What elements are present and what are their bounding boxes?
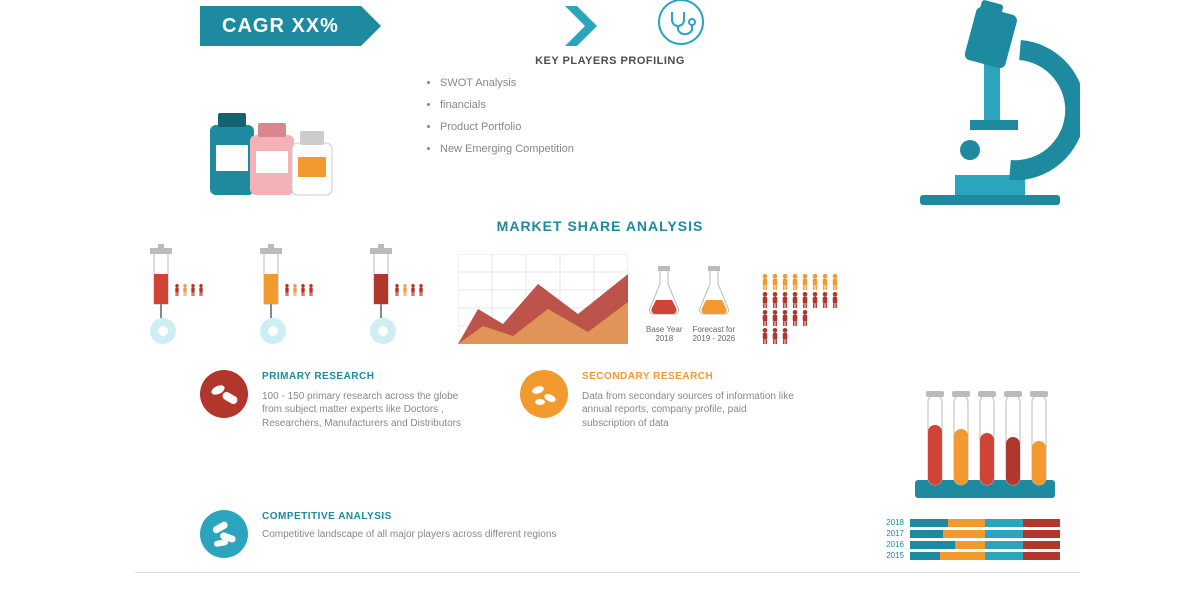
cagr-label: CAGR XX% [200,6,361,46]
people-row [761,310,839,326]
secondary-research: SECONDARY RESEARCH Data from secondary s… [520,370,800,430]
market-share-row: Base Year2018 Forecast for2019 - 2026 [140,244,1080,344]
medicine-bottles-icon [200,95,350,205]
circle-icon [258,316,288,346]
pills-icon [200,510,248,558]
pills-icon [200,370,248,418]
market-share-title: MARKET SHARE ANALYSIS [0,218,1200,234]
flask-legend: Base Year2018 Forecast for2019 - 2026 [646,266,735,344]
key-players-section: KEY PLAYERS PROFILING SWOT Analysis fina… [200,55,900,215]
stacked-bar [910,530,1060,538]
people-grid [761,274,839,344]
competitive-analysis: COMPETITIVE ANALYSIS Competitive landsca… [200,510,740,558]
section-body: 100 - 150 primary research across the gl… [262,390,480,431]
key-players-list: SWOT Analysis financials Product Portfol… [440,77,900,155]
year-label: 2016 [886,540,904,549]
stacked-bar [910,541,1060,549]
section-title: PRIMARY RESEARCH [262,370,480,384]
flask-icon [697,266,731,316]
circle-icon [368,316,398,346]
year-label: 2018 [886,518,904,527]
section-body: Data from secondary sources of informati… [582,390,800,431]
year-bar-row: 2016 [886,540,1060,549]
stacked-bar [910,519,1060,527]
flask-label: Base Year2018 [646,325,682,344]
year-label: 2015 [886,551,904,560]
key-players-title: KEY PLAYERS PROFILING [320,55,900,67]
year-bars: 2018 2017 2016 2015 [886,518,1060,562]
divider [135,572,1080,573]
section-title: COMPETITIVE ANALYSIS [262,510,556,524]
pills-icon [520,370,568,418]
year-bar-row: 2018 [886,518,1060,527]
stethoscope-icon [657,0,705,46]
year-bar-row: 2015 [886,551,1060,560]
syringe-group [140,244,440,344]
year-label: 2017 [886,529,904,538]
flask-icon [647,266,681,316]
area-chart [458,254,628,344]
section-title: SECONDARY RESEARCH [582,370,800,384]
list-item: SWOT Analysis [440,77,900,89]
stacked-bar [910,552,1060,560]
chevron-right-icon [565,6,615,46]
list-item: Product Portfolio [440,121,900,133]
flask-item: Forecast for2019 - 2026 [692,266,735,344]
circle-icon [148,316,178,346]
primary-research: PRIMARY RESEARCH 100 - 150 primary resea… [200,370,480,430]
syringe-unit [360,244,440,344]
test-tubes-icon [910,385,1060,505]
test-tubes [910,385,1060,510]
microscope-icon [900,0,1080,210]
infographic-canvas: CAGR XX% KEY PLAYERS PROFILING SWOT Anal… [0,0,1200,600]
people-row [761,328,839,344]
flask-label: Forecast for2019 - 2026 [692,325,735,344]
list-item: New Emerging Competition [440,143,900,155]
cagr-banner: CAGR XX% [200,6,600,46]
people-row [761,274,839,290]
flask-item: Base Year2018 [646,266,682,344]
year-bar-row: 2017 [886,529,1060,538]
section-body: Competitive landscape of all major playe… [262,528,556,542]
list-item: financials [440,99,900,111]
people-row [761,292,839,308]
syringe-unit [140,244,220,344]
syringe-unit [250,244,330,344]
